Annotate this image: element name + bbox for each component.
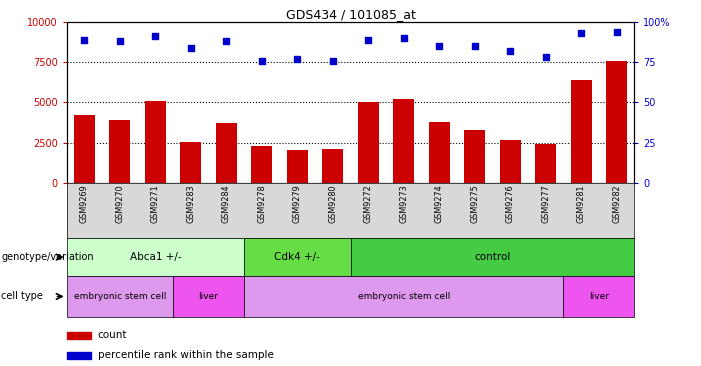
- Text: Cdk4 +/-: Cdk4 +/-: [274, 252, 320, 262]
- Text: GSM9284: GSM9284: [222, 184, 231, 223]
- Bar: [74, 115, 95, 183]
- Text: GSM9278: GSM9278: [257, 184, 266, 223]
- Bar: [322, 149, 343, 183]
- Text: GSM9271: GSM9271: [151, 184, 160, 223]
- Point: [576, 30, 587, 36]
- Text: GSM9280: GSM9280: [328, 184, 337, 223]
- Text: GSM9275: GSM9275: [470, 184, 479, 223]
- Point: [469, 43, 480, 49]
- Point: [327, 58, 339, 64]
- Point: [185, 45, 196, 51]
- Bar: [173, 276, 244, 317]
- Point: [150, 34, 161, 40]
- Text: genotype/variation: genotype/variation: [1, 252, 94, 262]
- Bar: [564, 276, 634, 317]
- Point: [611, 29, 622, 34]
- Text: Abca1 +/-: Abca1 +/-: [130, 252, 181, 262]
- Bar: [350, 238, 634, 276]
- Bar: [358, 102, 379, 183]
- Text: GSM9274: GSM9274: [435, 184, 444, 223]
- Text: GSM9272: GSM9272: [364, 184, 373, 223]
- Bar: [464, 130, 485, 183]
- Text: GSM9281: GSM9281: [577, 184, 585, 223]
- Point: [292, 56, 303, 62]
- Point: [398, 35, 409, 41]
- Text: percentile rank within the sample: percentile rank within the sample: [97, 350, 273, 361]
- Bar: [244, 238, 350, 276]
- Text: GSM9282: GSM9282: [612, 184, 621, 223]
- Bar: [244, 276, 564, 317]
- Bar: [180, 142, 201, 183]
- Point: [540, 55, 551, 60]
- Text: embryonic stem cell: embryonic stem cell: [74, 292, 166, 301]
- Bar: [144, 101, 166, 183]
- Bar: [216, 123, 237, 183]
- Text: GSM9277: GSM9277: [541, 184, 550, 223]
- Bar: [500, 139, 521, 183]
- Point: [505, 48, 516, 54]
- Text: GSM9283: GSM9283: [186, 184, 196, 223]
- Bar: [67, 238, 244, 276]
- Bar: [535, 144, 557, 183]
- Text: GSM9269: GSM9269: [80, 184, 89, 223]
- Point: [221, 38, 232, 44]
- Text: control: control: [475, 252, 510, 262]
- Text: GSM9279: GSM9279: [293, 184, 301, 223]
- Text: GSM9276: GSM9276: [505, 184, 515, 223]
- Bar: [67, 276, 173, 317]
- Text: liver: liver: [589, 292, 609, 301]
- Text: GSM9270: GSM9270: [116, 184, 124, 223]
- Bar: [606, 61, 627, 183]
- Bar: [571, 80, 592, 183]
- Point: [434, 43, 445, 49]
- Point: [256, 58, 267, 64]
- Bar: [428, 122, 450, 183]
- Bar: [393, 99, 414, 183]
- Point: [362, 37, 374, 42]
- Title: GDS434 / 101085_at: GDS434 / 101085_at: [285, 8, 416, 21]
- Text: liver: liver: [198, 292, 219, 301]
- Bar: [251, 146, 273, 183]
- Point: [79, 37, 90, 42]
- Text: cell type: cell type: [1, 291, 43, 302]
- Text: embryonic stem cell: embryonic stem cell: [358, 292, 450, 301]
- Bar: [287, 150, 308, 183]
- Text: GSM9273: GSM9273: [400, 184, 408, 223]
- Text: count: count: [97, 330, 128, 340]
- Bar: [109, 120, 130, 183]
- Point: [114, 38, 125, 44]
